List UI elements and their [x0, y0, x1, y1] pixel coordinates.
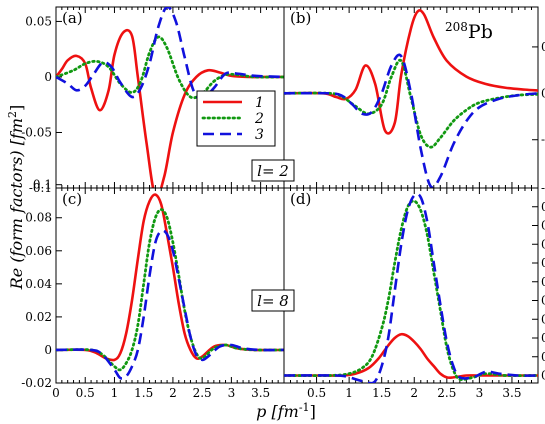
y-tick-label: 0.01 [541, 350, 545, 364]
y-tick-label: 0.04 [541, 294, 545, 308]
y-tick-label: 0.06 [541, 256, 545, 270]
x-tick-label: 2.5 [193, 386, 212, 400]
y-tick-label: 0 [44, 70, 52, 84]
panel-c: 0 0.5 1 1.5 2 2.5 3 3.50.10.080.060.040.020-0.0… [21, 178, 285, 400]
annotation-top: l= 2 [251, 159, 295, 182]
series-line-1 [284, 9, 538, 135]
panel-label: (d) [290, 190, 311, 208]
annotation-top-text: l= 2 [257, 162, 289, 180]
y-tick-label: -0.1 [541, 181, 545, 195]
legend-label-3: 3 [255, 127, 264, 143]
y-axis-title-main: Re (form factors) [fm [7, 118, 26, 290]
x-tick-label: 2 [410, 386, 418, 400]
y-tick-label: 0.06 [25, 244, 52, 258]
series-line-3 [56, 7, 284, 101]
x-tick-label: 0.5 [76, 386, 95, 400]
panel-a: 0.05 0 -0.05 -0.1 (a) [21, 6, 285, 195]
y-tick-label: 0.05 [541, 275, 545, 289]
y-tick-label: -0.1 [29, 181, 52, 195]
series-line-3 [56, 229, 284, 380]
series-line-3 [284, 53, 538, 188]
x-tick-label: 1 [345, 386, 353, 400]
x-tick-label: 3.5 [502, 386, 521, 400]
x-axis-title-main: p [fm [256, 402, 299, 421]
y-tick-label: 0.05 [541, 40, 545, 54]
nucleus-label: 208Pb [445, 20, 493, 43]
x-tick-label: 3 [476, 386, 484, 400]
panel-d: 0.5 1 1.5 2 2.5 3 3.5 -0.1 0.09 0.08 0.07 0.06 0.05 0… [283, 181, 545, 400]
y-tick-label: 0.1 [33, 178, 52, 192]
x-tick-label: 3.5 [251, 386, 270, 400]
legend-label-1: 1 [255, 95, 264, 111]
y-tick-label: 0 [44, 343, 52, 357]
y-tick-label: 0.08 [25, 211, 52, 225]
x-tick-label: 3 [228, 386, 236, 400]
y-tick-label: -0.02 [21, 376, 52, 390]
x-tick-label: 0.5 [307, 386, 326, 400]
annotation-bottom-text: l= 8 [257, 292, 289, 310]
y-tick-label: 0.03 [541, 312, 545, 326]
panel-b: 0.05 0 -0.05 (b) [283, 6, 545, 189]
x-tick-label: 2 [169, 386, 177, 400]
annotation-top-box [251, 159, 295, 182]
y-axis-title-tail: ] [7, 105, 26, 111]
y-tick-label: 0.04 [25, 277, 52, 291]
nucleus-symbol: Pb [468, 21, 493, 43]
x-tick-label: 0 [52, 386, 60, 400]
x-axis-title-tail: ] [310, 402, 316, 421]
panel-label: (b) [290, 9, 311, 27]
panel-label: (a) [62, 9, 83, 27]
legend: 1 2 3 [196, 90, 276, 147]
panels-layer: 0.05 0 -0.05 -0.1 (a) 0.05 0 -0.05 (b) 0 0.5 1 1.5 2 2… [21, 6, 545, 400]
y-tick-label: -0.05 [541, 133, 545, 147]
series-line-1 [56, 193, 284, 362]
y-tick-label: -0.05 [21, 125, 52, 139]
panel-frame [55, 187, 285, 384]
series-line-3 [284, 192, 538, 383]
y-tick-label: 0.08 [541, 219, 545, 233]
annotation-bottom-box [251, 289, 295, 312]
y-tick-label: 0.02 [541, 331, 545, 345]
panel-frame [283, 187, 539, 384]
panel-label: (c) [62, 190, 82, 208]
x-axis-title: p [fm-1] [256, 401, 316, 422]
y-tick-label: 0.02 [25, 310, 52, 324]
x-tick-label: 1 [111, 386, 119, 400]
legend-label-2: 2 [254, 111, 264, 127]
x-axis-title-sup: -1 [299, 401, 310, 414]
y-tick-label: 0 [541, 86, 545, 100]
series-line-2 [284, 58, 538, 149]
series-line-2 [56, 208, 284, 372]
series-line-1 [284, 332, 538, 380]
y-axis-title-sup: 2 [6, 111, 19, 118]
x-tick-label: 2.5 [437, 386, 456, 400]
series-line-2 [56, 35, 284, 100]
x-tick-label: 1.5 [134, 386, 153, 400]
y-tick-label: 0 [541, 369, 545, 383]
y-tick-label: 0.07 [541, 237, 545, 251]
nucleus-mass: 208 [445, 20, 468, 34]
annotation-bottom: l= 8 [251, 289, 295, 312]
y-tick-label: 0.05 [25, 14, 52, 28]
x-tick-label: 1.5 [372, 386, 391, 400]
series-line-2 [284, 199, 538, 382]
y-tick-label: 0.09 [541, 200, 545, 214]
y-axis-title: Re (form factors) [fm2] [6, 105, 27, 291]
